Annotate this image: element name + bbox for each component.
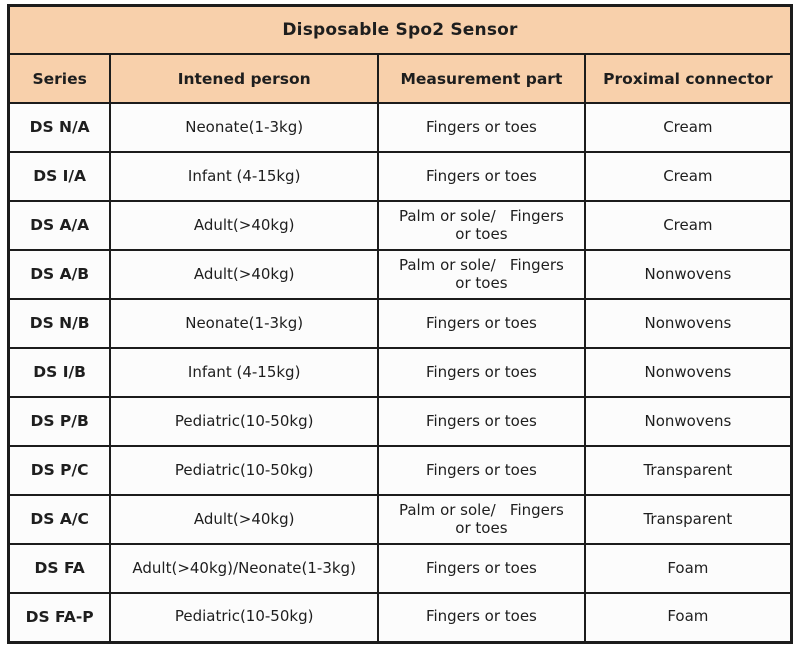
table-row: DS FA Adult(>40kg)/Neonate(1-3kg) Finger… — [7, 543, 793, 594]
cell-series: DS A/C — [7, 494, 112, 545]
cell-proximal-connector: Transparent — [583, 494, 793, 545]
table-row: DS FA-P Pediatric(10-50kg) Fingers or to… — [7, 592, 793, 643]
cell-measurement-part: Fingers or toes — [377, 151, 586, 202]
cell-proximal-connector: Nonwovens — [583, 396, 793, 447]
table-row: DS N/B Neonate(1-3kg) Fingers or toes No… — [7, 298, 793, 349]
cell-proximal-connector: Cream — [583, 102, 793, 153]
cell-series: DS P/C — [7, 445, 112, 496]
cell-intended-person: Infant (4-15kg) — [109, 151, 380, 202]
cell-measurement-part: Palm or sole/ Fingers or toes — [377, 249, 586, 300]
table-body: DS N/A Neonate(1-3kg) Fingers or toes Cr… — [7, 102, 793, 643]
cell-proximal-connector: Nonwovens — [583, 347, 793, 398]
cell-series: DS N/B — [7, 298, 112, 349]
column-header-proximal-connector: Proximal connector — [583, 53, 793, 104]
cell-proximal-connector: Nonwovens — [583, 249, 793, 300]
column-header-measurement-part: Measurement part — [377, 53, 586, 104]
column-header-series: Series — [7, 53, 112, 104]
cell-series: DS I/A — [7, 151, 112, 202]
cell-proximal-connector: Foam — [583, 592, 793, 643]
cell-measurement-part: Fingers or toes — [377, 347, 586, 398]
table-row: DS N/A Neonate(1-3kg) Fingers or toes Cr… — [7, 102, 793, 153]
cell-measurement-part: Fingers or toes — [377, 543, 586, 594]
cell-proximal-connector: Cream — [583, 200, 793, 251]
table-header-row: Series Intened person Measurement part P… — [7, 53, 793, 104]
cell-proximal-connector: Transparent — [583, 445, 793, 496]
table-row: DS P/B Pediatric(10-50kg) Fingers or toe… — [7, 396, 793, 447]
cell-series: DS I/B — [7, 347, 112, 398]
cell-proximal-connector: Nonwovens — [583, 298, 793, 349]
cell-measurement-part: Fingers or toes — [377, 592, 586, 643]
cell-intended-person: Pediatric(10-50kg) — [109, 592, 380, 643]
cell-measurement-part: Fingers or toes — [377, 396, 586, 447]
cell-proximal-connector: Foam — [583, 543, 793, 594]
table-row: DS I/A Infant (4-15kg) Fingers or toes C… — [7, 151, 793, 202]
cell-measurement-part: Palm or sole/ Fingers or toes — [377, 200, 586, 251]
cell-measurement-part: Fingers or toes — [377, 445, 586, 496]
cell-series: DS FA-P — [7, 592, 112, 643]
cell-series: DS FA — [7, 543, 112, 594]
cell-measurement-part: Palm or sole/ Fingers or toes — [377, 494, 586, 545]
cell-series: DS P/B — [7, 396, 112, 447]
table-row: DS A/B Adult(>40kg) Palm or sole/ Finger… — [7, 249, 793, 300]
cell-proximal-connector: Cream — [583, 151, 793, 202]
cell-measurement-part: Fingers or toes — [377, 102, 586, 153]
cell-intended-person: Adult(>40kg) — [109, 249, 380, 300]
cell-series: DS A/A — [7, 200, 112, 251]
cell-intended-person: Adult(>40kg) — [109, 200, 380, 251]
cell-measurement-part: Fingers or toes — [377, 298, 586, 349]
cell-intended-person: Infant (4-15kg) — [109, 347, 380, 398]
cell-series: DS A/B — [7, 249, 112, 300]
cell-intended-person: Adult(>40kg) — [109, 494, 380, 545]
table-row: DS A/A Adult(>40kg) Palm or sole/ Finger… — [7, 200, 793, 251]
column-header-intended-person: Intened person — [109, 53, 380, 104]
table-title: Disposable Spo2 Sensor — [7, 4, 793, 55]
cell-series: DS N/A — [7, 102, 112, 153]
table-row: DS P/C Pediatric(10-50kg) Fingers or toe… — [7, 445, 793, 496]
cell-intended-person: Neonate(1-3kg) — [109, 102, 380, 153]
table-row: DS I/B Infant (4-15kg) Fingers or toes N… — [7, 347, 793, 398]
table-title-row: Disposable Spo2 Sensor — [7, 4, 793, 55]
cell-intended-person: Adult(>40kg)/Neonate(1-3kg) — [109, 543, 380, 594]
cell-intended-person: Neonate(1-3kg) — [109, 298, 380, 349]
cell-intended-person: Pediatric(10-50kg) — [109, 396, 380, 447]
cell-intended-person: Pediatric(10-50kg) — [109, 445, 380, 496]
spo2-sensor-table: Disposable Spo2 Sensor Series Intened pe… — [7, 4, 793, 644]
table-row: DS A/C Adult(>40kg) Palm or sole/ Finger… — [7, 494, 793, 545]
